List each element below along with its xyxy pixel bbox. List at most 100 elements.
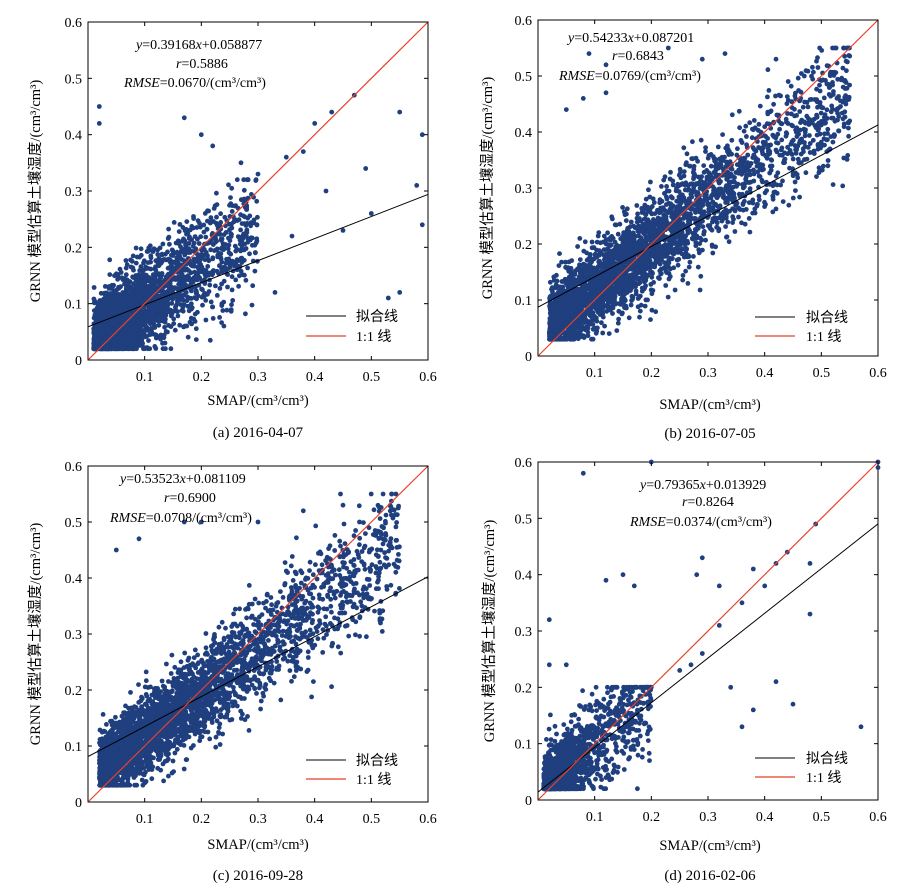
scatter-point <box>177 222 183 227</box>
scatter-point <box>363 166 369 171</box>
scatter-point <box>700 224 706 230</box>
scatter-point <box>236 273 242 279</box>
scatter-point <box>149 248 155 253</box>
scatter-point <box>107 257 113 263</box>
scatter-point <box>648 179 653 185</box>
scatter-point <box>687 163 693 169</box>
scatter-point <box>179 268 184 274</box>
scatter-point <box>720 132 725 138</box>
scatter-point <box>790 195 796 201</box>
panel-a: 0.1 0.2 0.3 0.4 0.5 0.600.10.20.30.40.50.6 y=… <box>26 16 437 441</box>
scatter-point <box>205 208 210 214</box>
scatter-point <box>203 268 209 273</box>
scatter-point <box>214 202 220 208</box>
scatter-point <box>575 244 580 249</box>
scatter-point <box>217 315 223 320</box>
scatter-point <box>200 287 205 293</box>
scatter-point <box>233 277 239 283</box>
scatter-point <box>732 229 738 234</box>
scatter-point <box>397 109 403 115</box>
scatter-point <box>203 250 209 255</box>
scatter-point <box>755 201 760 207</box>
scatter-point <box>170 260 175 266</box>
scatter-point <box>136 273 142 279</box>
scatter-point <box>691 254 696 259</box>
scatter-point <box>620 205 625 210</box>
scatter-point <box>229 302 234 308</box>
x-tick-label: 0.6 <box>419 370 437 385</box>
scatter-point <box>128 284 134 290</box>
scatter-point <box>769 157 775 163</box>
scatter-point <box>155 247 161 253</box>
scatter-point <box>91 285 97 290</box>
scatter-point <box>175 313 181 319</box>
scatter-point <box>166 285 172 290</box>
scatter-point <box>289 233 295 239</box>
scatter-point <box>189 305 195 311</box>
scatter-point <box>224 307 230 313</box>
scatter-point <box>766 88 772 93</box>
scatter-point <box>171 309 176 314</box>
scatter-point <box>91 296 97 302</box>
scatter-point <box>96 104 102 109</box>
equation-rmse: RMSE=0.0670/(cm³/cm³) <box>123 76 266 91</box>
scatter-point <box>93 338 99 344</box>
scatter-point <box>589 336 594 342</box>
scatter-point <box>219 269 225 275</box>
y-tick-label: 0.6 <box>65 16 83 31</box>
scatter-point <box>784 119 789 125</box>
scatter-point <box>175 309 180 315</box>
scatter-point <box>107 272 113 277</box>
scatter-point <box>200 302 205 308</box>
scatter-point <box>160 290 166 296</box>
scatter-point <box>252 268 258 274</box>
scatter-point <box>165 305 170 311</box>
scatter-point <box>701 229 707 234</box>
scatter-point <box>230 259 236 265</box>
scatter-point <box>113 346 119 352</box>
scatter-point <box>137 268 143 273</box>
scatter-point <box>237 241 243 247</box>
scatter-point <box>656 275 661 281</box>
scatter-point <box>385 295 391 301</box>
scatter-point <box>207 282 213 288</box>
scatter-point <box>690 139 695 145</box>
scatter-point <box>414 183 420 188</box>
x-tick-label: 0.5 <box>363 370 381 385</box>
scatter-point <box>187 319 193 325</box>
scatter-point <box>167 264 173 270</box>
scatter-point <box>138 252 144 258</box>
scatter-point <box>96 328 102 334</box>
scatter-point <box>842 97 847 103</box>
scatter-point <box>105 346 111 352</box>
scatter-point <box>185 334 191 340</box>
scatter-point <box>183 276 189 281</box>
scatter-point <box>218 220 224 225</box>
scatter-point <box>243 311 248 317</box>
scatter-point <box>232 217 238 223</box>
x-axis-label: SMAP/(cm³/cm³) <box>207 393 309 409</box>
scatter-point <box>624 206 630 212</box>
scatter-point <box>693 182 699 188</box>
scatter-point <box>666 188 672 194</box>
scatter-point <box>662 260 667 265</box>
y-tick-label: 0.2 <box>65 241 83 256</box>
scatter-point <box>776 92 782 98</box>
scatter-point <box>708 163 714 169</box>
scatter-point <box>180 282 185 288</box>
x-tick-label: 0.3 <box>249 370 267 385</box>
scatter-point <box>241 213 246 219</box>
scatter-point <box>784 94 790 99</box>
scatter-point <box>773 173 779 179</box>
scatter-point <box>142 346 148 352</box>
scatter-point <box>698 273 704 279</box>
scatter-point <box>685 281 691 286</box>
scatter-point <box>253 250 258 256</box>
scatter-point <box>131 322 137 328</box>
scatter-point <box>135 278 141 284</box>
scatter-point <box>214 190 219 196</box>
scatter-point <box>241 257 247 263</box>
scatter-point <box>765 94 770 100</box>
scatter-point <box>123 258 129 263</box>
scatter-point <box>153 332 159 338</box>
